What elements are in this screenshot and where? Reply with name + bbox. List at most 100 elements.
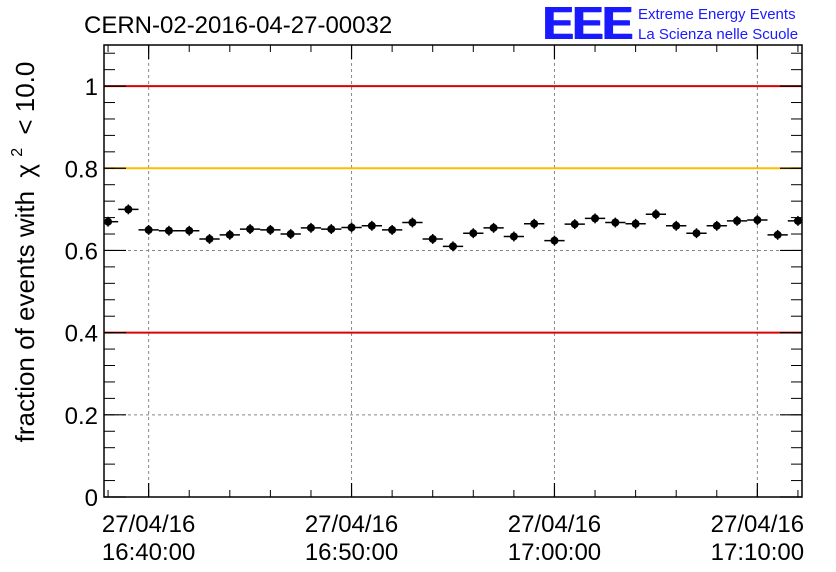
data-point [280,229,301,239]
data-marker [306,223,315,232]
data-point [605,217,626,228]
data-point [584,213,606,224]
logo-line-1: Extreme Energy Events [638,6,796,23]
y-tick-label: 0 [85,485,98,512]
data-point [341,222,362,233]
data-marker [408,218,417,227]
data-marker [793,216,802,225]
data-marker [327,225,336,234]
data-marker [449,242,457,251]
data-point [104,216,119,227]
data-point [686,228,707,239]
data-point [726,215,748,226]
data-point [138,224,159,235]
data-point [564,219,585,230]
eee-logo: EEE Extreme Energy Events La Scienza nel… [542,0,832,49]
data-points [104,204,802,252]
data-marker [692,229,701,238]
y-axis-label-suffix: < 10.0 [10,62,40,135]
data-point [706,220,727,231]
data-marker [124,205,133,214]
data-marker [104,217,113,226]
data-point [422,234,443,244]
data-marker [651,210,660,219]
data-marker [266,225,275,234]
y-tick-label: 1 [85,74,98,101]
data-point [361,220,382,231]
x-tick-time: 17:00:00 [508,539,601,566]
data-marker [388,225,397,234]
data-marker [570,220,579,229]
x-tick-time: 16:50:00 [305,539,398,566]
x-tick-date: 27/04/16 [711,511,804,538]
data-marker [550,236,559,245]
y-tick-label: 0.2 [65,403,98,430]
data-marker [469,229,478,238]
data-point [300,222,322,233]
data-marker [164,226,173,235]
data-point [625,218,646,229]
data-marker [591,214,600,223]
data-point [321,224,342,235]
data-marker [733,216,742,225]
data-marker [246,225,255,234]
data-marker [509,232,518,241]
y-tick-label: 0.4 [65,321,98,348]
data-point [666,220,687,231]
plot-frame [103,44,803,498]
data-marker [631,219,640,228]
y-tick-label: 0.8 [65,156,98,183]
x-tick-time: 17:10:00 [711,539,804,566]
data-marker [286,230,295,239]
data-point [179,225,200,236]
chart-title: CERN-02-2016-04-27-00032 [84,12,393,39]
data-marker [205,234,214,243]
data-point [767,229,788,240]
x-tick-date: 27/04/16 [508,511,601,538]
data-point [503,231,525,242]
data-point [239,224,261,235]
tick-labels: 00.20.40.60.8127/04/1616:40:0027/04/1616… [65,74,804,566]
data-marker [672,221,681,230]
data-point [483,222,504,233]
data-point [381,224,403,235]
data-marker [367,221,376,230]
data-point [645,209,667,220]
axis-ticks [104,45,802,498]
data-point [219,229,240,240]
data-marker [428,234,437,243]
x-tick-date: 27/04/16 [305,511,398,538]
data-point [524,218,545,229]
reference-lines [104,85,802,334]
data-point [747,215,768,225]
data-point [544,235,565,246]
y-axis-label-symbol: χ [10,164,40,178]
data-marker [185,226,194,235]
data-point [463,228,484,239]
data-marker [225,230,234,239]
data-point [402,217,423,228]
eee-logo-mark: EEE [542,0,632,49]
data-point [199,234,220,244]
grid [104,45,802,497]
data-marker [530,219,539,228]
y-axis-label: fraction of events with χ 2 < 10.0 [0,62,40,443]
data-marker [347,223,356,232]
data-marker [144,225,153,234]
data-point [158,225,180,236]
data-marker [611,218,620,227]
x-tick-date: 27/04/16 [102,511,195,538]
data-marker [489,223,498,232]
data-marker [712,221,721,230]
x-tick-time: 16:40:00 [102,539,195,566]
logo-line-2: La Scienza nelle Scuole [638,26,799,43]
y-axis-label-sup: 2 [9,148,26,157]
y-tick-label: 0.6 [65,238,98,265]
data-marker [773,230,782,239]
data-point [260,224,281,235]
data-marker [753,216,762,225]
data-point [442,241,464,252]
y-axis-label-text: fraction of events with [10,191,40,442]
data-point [118,204,139,215]
